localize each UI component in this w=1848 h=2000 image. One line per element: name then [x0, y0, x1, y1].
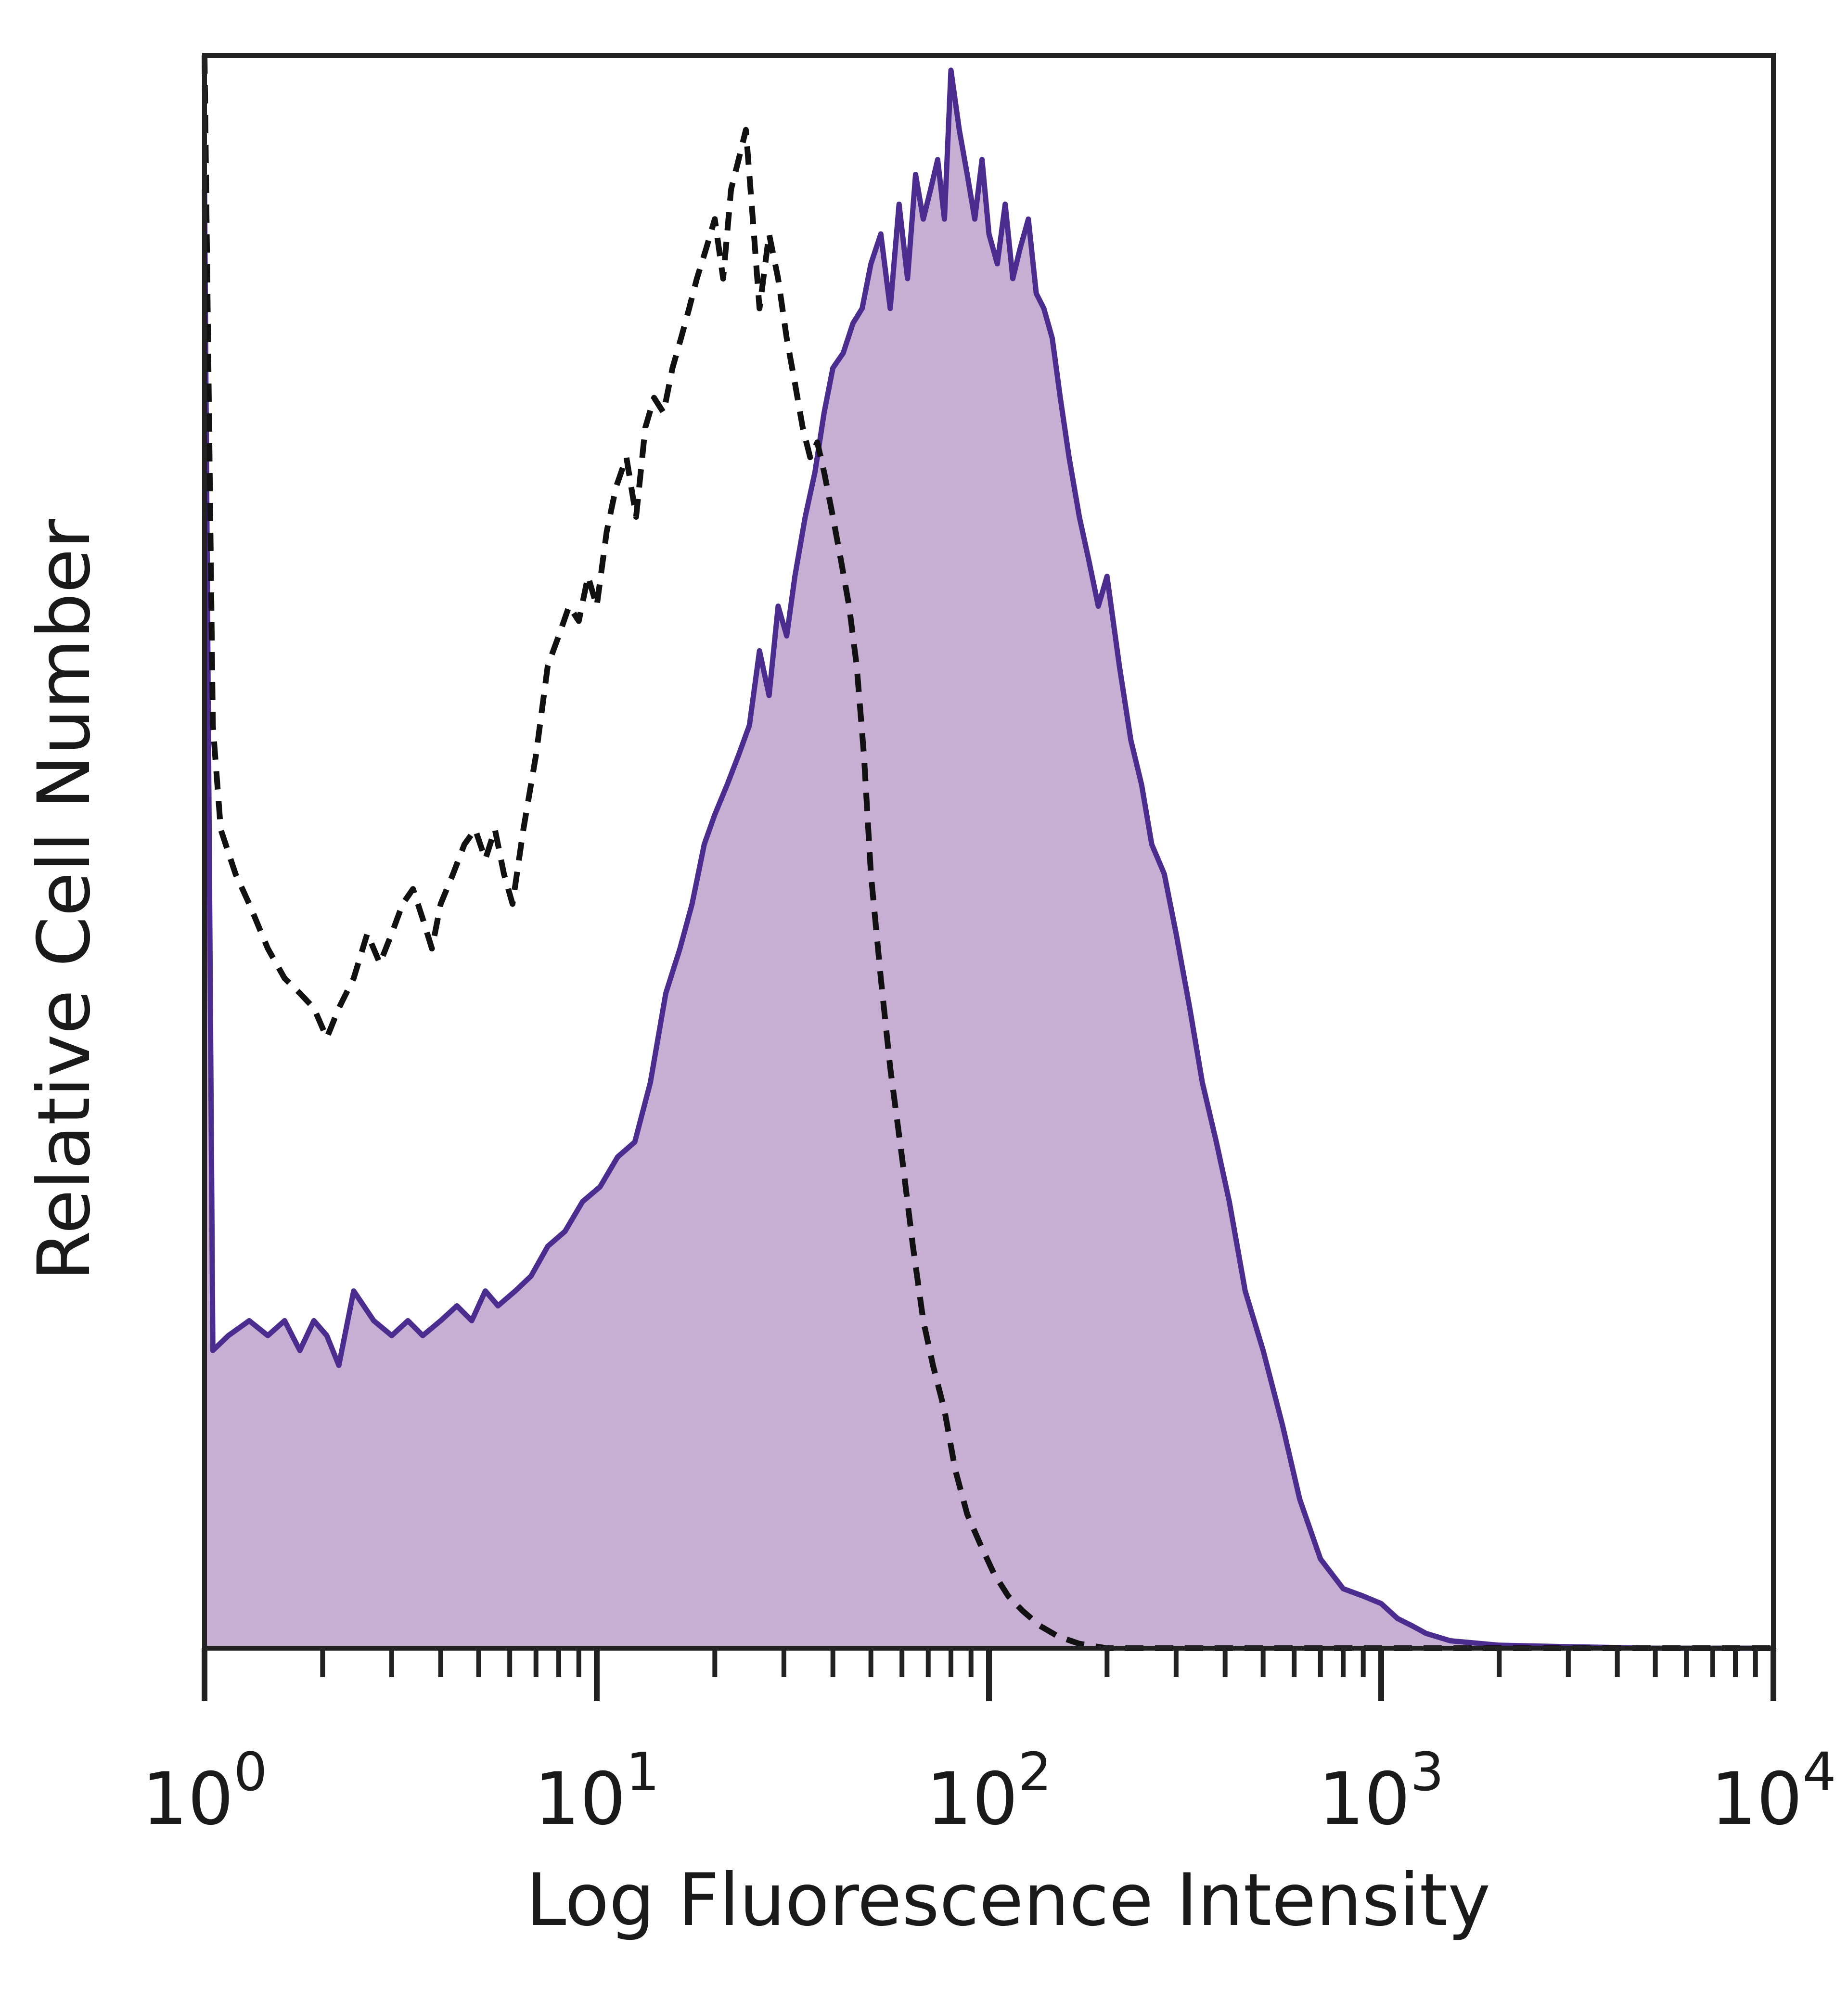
- x-tick-labels: 100 101 102 103 104: [142, 1741, 1836, 1841]
- x-axis: [202, 1648, 1776, 1701]
- stained-histogram-line: [202, 67, 1773, 1651]
- x-tick-label: 104: [1711, 1741, 1836, 1841]
- x-axis-label: Log Fluorescence Intensity: [526, 1859, 1490, 1942]
- x-tick-label: 103: [1319, 1741, 1444, 1841]
- plot-area: [202, 55, 1773, 1651]
- x-tick-label: 101: [534, 1741, 660, 1841]
- plot-frame: [202, 53, 1776, 1651]
- control-histogram-line: [202, 55, 1773, 1651]
- x-tick-label: 102: [926, 1741, 1052, 1841]
- y-axis-label: Relative Cell Number: [23, 519, 106, 1281]
- x-tick-label: 100: [142, 1741, 268, 1841]
- stained-histogram-fill: [205, 70, 1773, 1649]
